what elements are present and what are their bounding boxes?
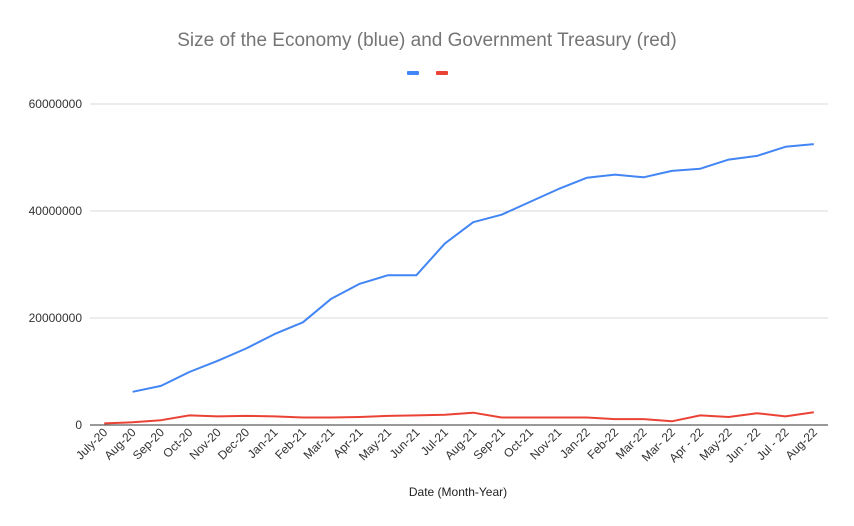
legend — [407, 71, 448, 75]
x-axis-title: Date (Month-Year) — [409, 485, 507, 499]
x-tick-label: Sep-21 — [470, 425, 507, 462]
gridlines — [90, 103, 828, 426]
y-axis-ticks: 0 20000000 40000000 60000000 — [29, 97, 83, 432]
series-lines — [104, 143, 814, 425]
series-line-2 — [104, 411, 814, 425]
legend-swatch-2 — [436, 71, 448, 75]
y-tick-label: 20000000 — [29, 311, 83, 325]
x-tick-label: May-21 — [356, 425, 394, 463]
legend-swatch-1 — [407, 71, 419, 75]
x-tick-label: Aug-22 — [783, 425, 820, 462]
x-tick-label: Jun-21 — [387, 425, 423, 461]
y-tick-label: 0 — [75, 418, 82, 432]
x-tick-label: Sep-20 — [130, 425, 167, 462]
chart-title: Size of the Economy (blue) and Governmen… — [177, 30, 677, 51]
x-tick-label: Nov-21 — [527, 425, 564, 462]
y-tick-label: 60000000 — [29, 97, 83, 111]
x-tick-label: Mar-21 — [301, 425, 338, 462]
series-line-1 — [132, 143, 814, 393]
x-axis-ticks: July-20Aug-20Sep-20Oct-20Nov-20Dec-20Jan… — [73, 425, 820, 466]
y-tick-label: 40000000 — [29, 204, 83, 218]
x-tick-label: Dec-20 — [215, 425, 252, 462]
